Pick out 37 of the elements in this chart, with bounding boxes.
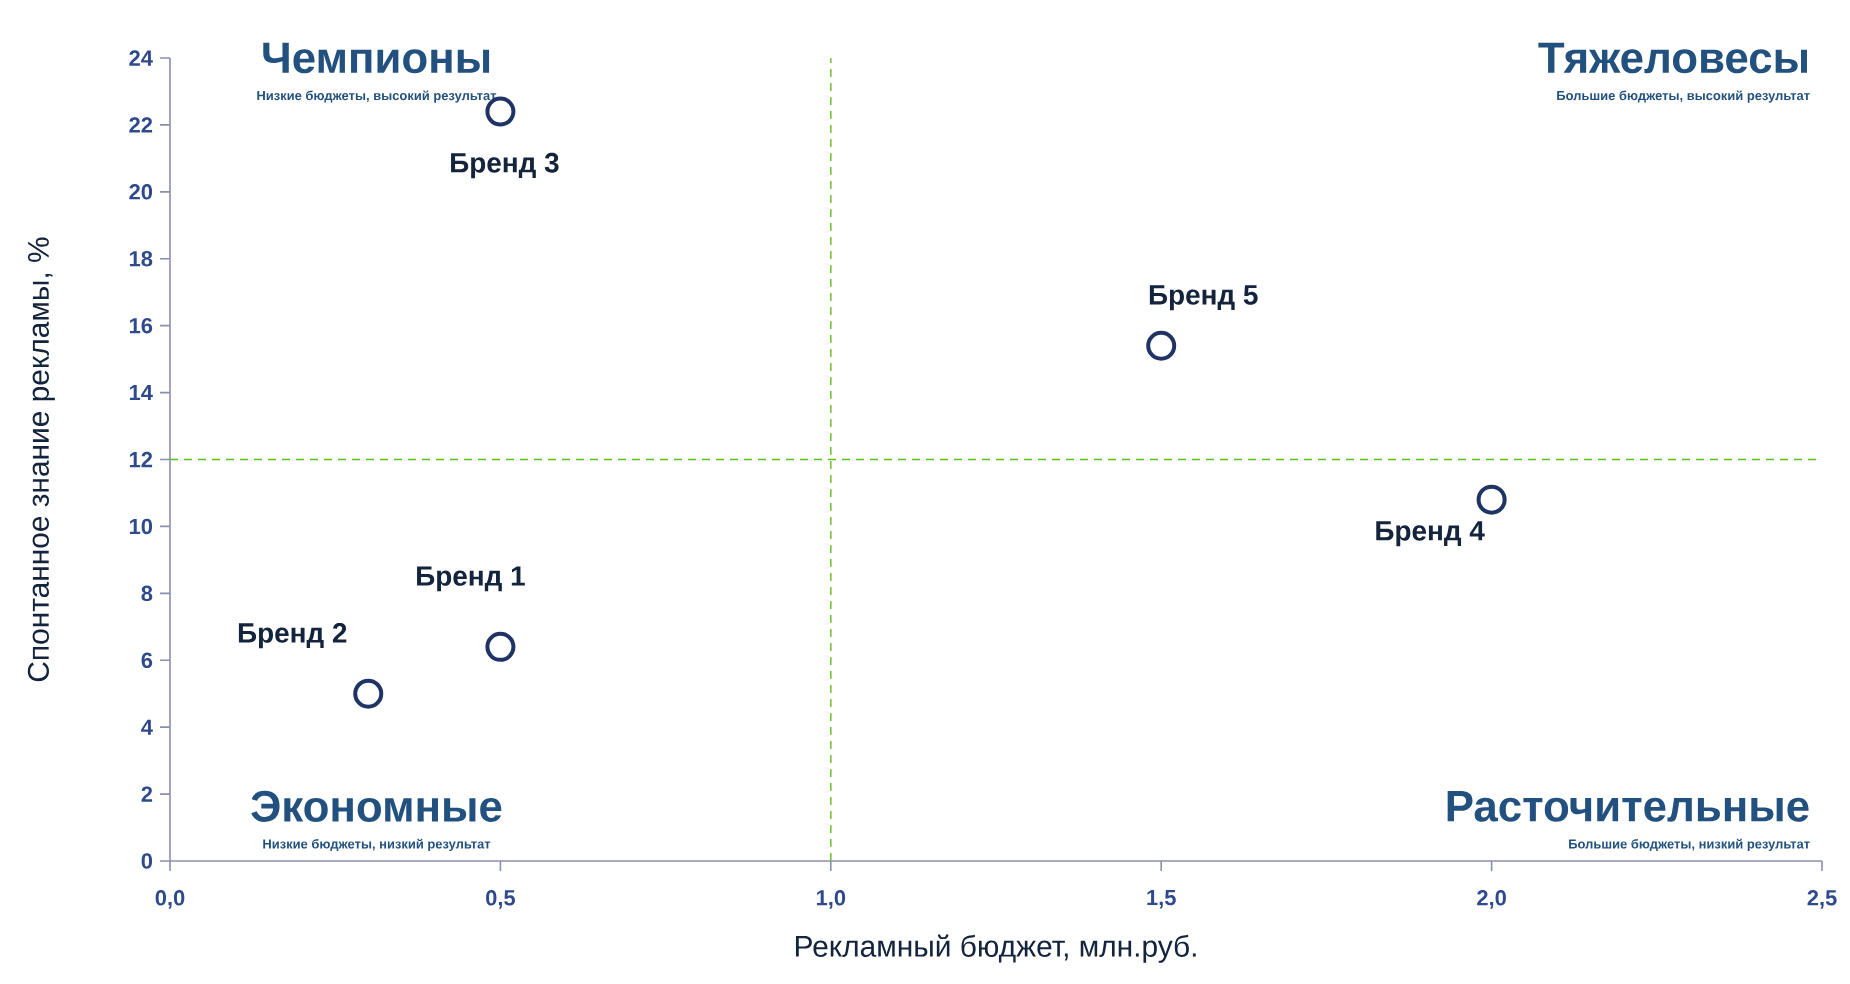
annotation: Тяжеловесы bbox=[1538, 42, 1807, 74]
y-tick-label: 6 bbox=[141, 652, 153, 669]
y-tick-label: 24 bbox=[129, 50, 153, 66]
y-tick-label: 22 bbox=[129, 117, 153, 133]
y-tick-label: 16 bbox=[129, 317, 153, 334]
annotation: Расточительные bbox=[1447, 791, 1809, 822]
y-axis-title: Спонтанное знание рекламы, % bbox=[27, 237, 55, 682]
annotation: Большие бюджеты, низкий результат bbox=[1569, 838, 1810, 852]
annotation: Бренд 4 bbox=[1376, 521, 1485, 547]
y-tick-label: 18 bbox=[129, 251, 153, 267]
annotation: Низкие бюджеты, низкий результат bbox=[263, 838, 491, 852]
x-tick-label: 0,0 bbox=[155, 890, 185, 909]
y-tick-label: 20 bbox=[129, 184, 153, 200]
x-tick-label: 2,5 bbox=[1807, 890, 1837, 909]
point bbox=[1146, 330, 1177, 361]
y-tick-label: 4 bbox=[141, 719, 153, 735]
x-tick-label: 0,5 bbox=[486, 890, 516, 909]
y-tick-label: 10 bbox=[129, 518, 153, 535]
y-tick-label: 0 bbox=[141, 853, 153, 869]
x-tick-label: 1,0 bbox=[816, 890, 846, 909]
x-tick-label: 1,5 bbox=[1147, 890, 1176, 909]
point bbox=[485, 631, 516, 662]
x-tick-label: 2,0 bbox=[1477, 890, 1506, 909]
point bbox=[1476, 484, 1507, 515]
y-tick-label: 14 bbox=[129, 385, 153, 401]
annotation: Бренд 3 bbox=[451, 152, 559, 179]
y-tick-label: 12 bbox=[129, 451, 153, 468]
annotation: Бренд 5 bbox=[1149, 285, 1258, 311]
annotation: Большие бюджеты, высокий результат bbox=[1557, 90, 1810, 103]
point bbox=[353, 678, 384, 709]
y-tick-label: 8 bbox=[141, 585, 153, 602]
annotation: Бренд 2 bbox=[238, 623, 347, 649]
annotation: Чемпионы bbox=[263, 42, 490, 74]
annotation: Экономные bbox=[251, 790, 502, 822]
annotation: Бренд 1 bbox=[417, 566, 525, 592]
y-tick-label: 2 bbox=[141, 786, 153, 802]
x-axis-title: Рекламный бюджет, млн.руб. bbox=[795, 934, 1196, 963]
